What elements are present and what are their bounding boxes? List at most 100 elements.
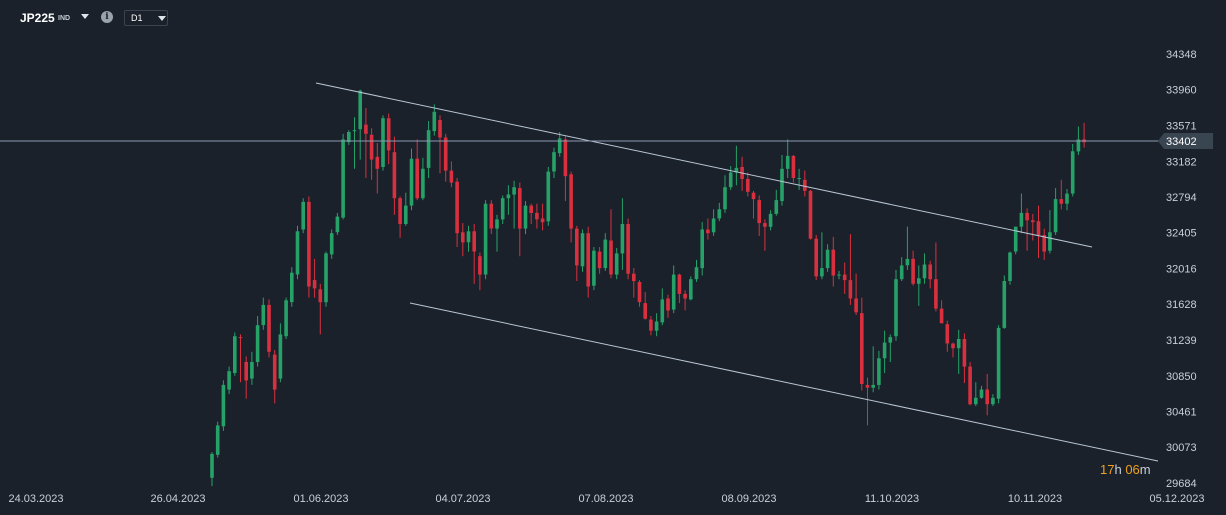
candle <box>210 452 214 487</box>
candle <box>580 229 585 272</box>
candle-body <box>871 384 875 388</box>
candle <box>221 380 226 431</box>
candle-body <box>1065 193 1069 204</box>
y-tick-label: 33182 <box>1166 156 1197 168</box>
y-tick-label: 30073 <box>1166 442 1197 454</box>
candle <box>780 155 784 206</box>
candle-body <box>917 278 921 284</box>
candle <box>312 258 317 298</box>
x-axis: 24.03.2023 26.04.2023 01.06.2023 04.07.2023… <box>8 493 1204 505</box>
candle <box>569 171 573 243</box>
candle <box>455 178 459 247</box>
candle <box>848 234 853 305</box>
candle-body <box>398 198 402 224</box>
candle <box>535 203 539 229</box>
x-tick-label: 07.08.2023 <box>578 493 633 505</box>
candle-body <box>575 228 579 266</box>
candle <box>643 292 647 320</box>
timeframe-select[interactable]: D1 <box>124 10 168 26</box>
candle <box>917 265 921 306</box>
candle <box>272 350 277 404</box>
trendlines-layer <box>315 82 1159 462</box>
candle <box>352 117 357 169</box>
candle <box>1059 179 1064 210</box>
candle-body <box>415 158 419 199</box>
candle <box>500 195 505 224</box>
candle <box>803 170 807 197</box>
y-tick-label: 34348 <box>1166 49 1197 61</box>
candle <box>557 132 562 157</box>
candle <box>666 294 670 318</box>
candle-body <box>763 223 767 227</box>
candle <box>586 226 590 298</box>
candle-body <box>272 354 277 390</box>
candle-body <box>842 274 847 281</box>
candle <box>671 265 676 314</box>
candle-body <box>563 139 568 177</box>
candle-body <box>1036 221 1041 235</box>
symbol-label[interactable]: JP225 <box>20 11 55 25</box>
candle-body <box>991 397 995 405</box>
candle-body <box>820 268 824 277</box>
candle-body <box>711 218 716 233</box>
lower-trendline <box>409 302 1159 462</box>
candle-body <box>278 334 283 379</box>
candle <box>227 366 231 395</box>
candle-body <box>979 389 984 398</box>
candle-body <box>746 178 750 192</box>
candle-body <box>808 190 813 239</box>
candle-body <box>312 280 317 289</box>
candle <box>1065 189 1069 211</box>
candle <box>694 259 699 282</box>
candle <box>785 139 790 178</box>
candle <box>939 300 944 324</box>
candle <box>461 223 465 257</box>
candle-body <box>529 205 533 213</box>
y-tick-label: 32405 <box>1166 228 1197 240</box>
candle-body <box>324 253 328 303</box>
candle <box>552 147 556 178</box>
candle-body <box>825 249 830 269</box>
candle-body <box>221 384 226 427</box>
candle <box>860 297 864 391</box>
candle-body <box>751 192 756 200</box>
x-tick-label: 01.06.2023 <box>293 493 348 505</box>
candle <box>842 262 847 294</box>
candle <box>466 225 471 252</box>
candle <box>956 329 961 374</box>
y-tick-label: 33571 <box>1166 121 1197 133</box>
candle <box>649 316 653 336</box>
candle-body <box>238 337 243 339</box>
candle-body <box>894 279 898 337</box>
candle-body <box>677 274 682 294</box>
candle <box>951 342 955 358</box>
candle <box>1036 205 1041 258</box>
candle-body <box>780 168 784 201</box>
candle <box>1008 251 1012 285</box>
candle <box>347 130 351 145</box>
candle-body <box>483 203 488 275</box>
chevron-down-icon <box>158 16 166 21</box>
candle <box>341 133 345 220</box>
candle <box>905 226 910 270</box>
countdown-minutes-unit: m <box>1139 462 1151 477</box>
candle <box>284 297 288 339</box>
candle-body <box>660 299 665 323</box>
candle-body <box>438 120 442 138</box>
candle-body <box>557 138 562 154</box>
candle-body <box>449 170 454 183</box>
candle-body <box>1053 199 1058 233</box>
candle-body <box>307 201 311 287</box>
candle-body <box>603 239 608 269</box>
candle-body <box>540 218 545 223</box>
candle-body <box>877 358 881 385</box>
candle <box>1053 188 1058 235</box>
info-icon[interactable]: i <box>101 11 113 23</box>
candle-body <box>985 389 989 405</box>
symbol-dropdown-icon[interactable] <box>81 14 89 19</box>
candle <box>592 247 596 291</box>
candle-body <box>671 274 676 310</box>
candle-body <box>409 158 414 206</box>
x-tick-label: 24.03.2023 <box>8 493 63 505</box>
